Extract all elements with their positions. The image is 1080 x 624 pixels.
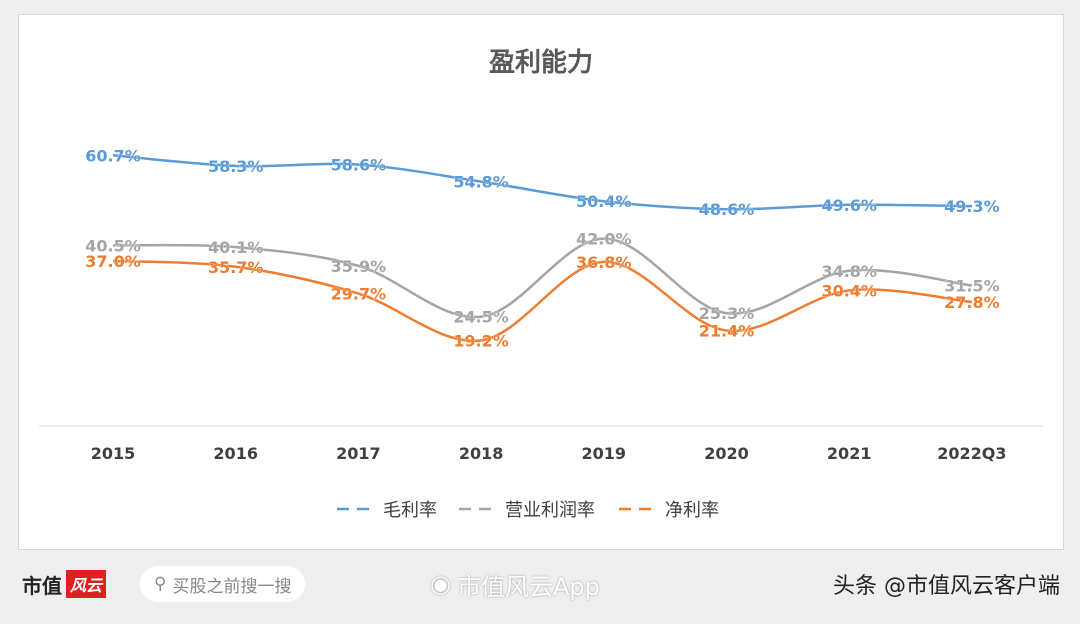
x-tick-label: 2021 <box>827 444 872 463</box>
weibo-text: 市值风云App <box>456 572 600 601</box>
chart-card: 盈利能力 2015 2016 2017 2018 2019 2020 2021 2022Q3 60… <box>18 14 1064 550</box>
data-label: 21.4% <box>699 322 755 341</box>
data-label: 36.8% <box>576 253 632 272</box>
data-label: 30.4% <box>821 281 877 300</box>
data-label: 60.7% <box>85 146 141 165</box>
chart-title: 盈利能力 <box>488 47 593 78</box>
x-tick-label: 2016 <box>213 444 258 463</box>
x-tick-label: 2017 <box>336 444 381 463</box>
data-label: 50.4% <box>576 192 632 211</box>
brand-logo-mark: 风云 <box>66 570 107 598</box>
data-label: 24.5% <box>453 308 509 327</box>
x-tick-label: 2020 <box>704 444 749 463</box>
data-label: 27.8% <box>944 293 1000 312</box>
data-label: 40.5% <box>85 236 141 255</box>
brand-text: 市值 <box>22 573 62 598</box>
data-label: 34.8% <box>821 262 877 281</box>
data-label: 35.9% <box>331 257 387 276</box>
data-label: 31.5% <box>944 277 1000 296</box>
search-placeholder: 买股之前搜一搜 <box>172 576 292 597</box>
data-label: 58.3% <box>208 157 264 176</box>
series-line-0 <box>112 154 972 211</box>
data-label: 49.6% <box>821 196 877 215</box>
series-line-1 <box>112 237 973 319</box>
data-label: 49.3% <box>944 197 1000 216</box>
data-label: 58.6% <box>331 156 387 175</box>
search-icon: ⚲ <box>154 574 167 594</box>
search-box[interactable]: ⚲ 买股之前搜一搜 <box>140 566 306 602</box>
data-label: 29.7% <box>331 285 387 304</box>
data-label: 40.1% <box>208 238 264 257</box>
data-label: 48.6% <box>699 200 755 219</box>
toutiao-account: 头条 @市值风云客户端 <box>833 574 1060 599</box>
data-label: 25.3% <box>699 304 755 323</box>
weibo-watermark: ◉ 市值风云App <box>430 562 600 606</box>
weibo-icon: ◉ <box>430 570 451 598</box>
data-label: 37.0% <box>85 252 141 271</box>
data-label: 54.8% <box>453 173 509 192</box>
data-label: 42.0% <box>576 230 632 249</box>
x-tick-label: 2022Q3 <box>937 444 1006 463</box>
legend-label: 净利率 <box>665 500 719 521</box>
x-tick-label: 2015 <box>91 444 136 463</box>
legend-label: 营业利润率 <box>505 500 595 521</box>
line-chart: 盈利能力 2015 2016 2017 2018 2019 2020 2021 2022Q3 60… <box>39 47 1043 521</box>
data-label: 35.7% <box>208 258 264 277</box>
series-line-2 <box>112 259 973 343</box>
x-tick-label: 2018 <box>459 444 504 463</box>
data-label: 19.2% <box>453 331 509 350</box>
brand-logo: 市值 风云 <box>22 562 107 606</box>
x-tick-label: 2019 <box>582 444 627 463</box>
legend-label: 毛利率 <box>383 500 437 521</box>
